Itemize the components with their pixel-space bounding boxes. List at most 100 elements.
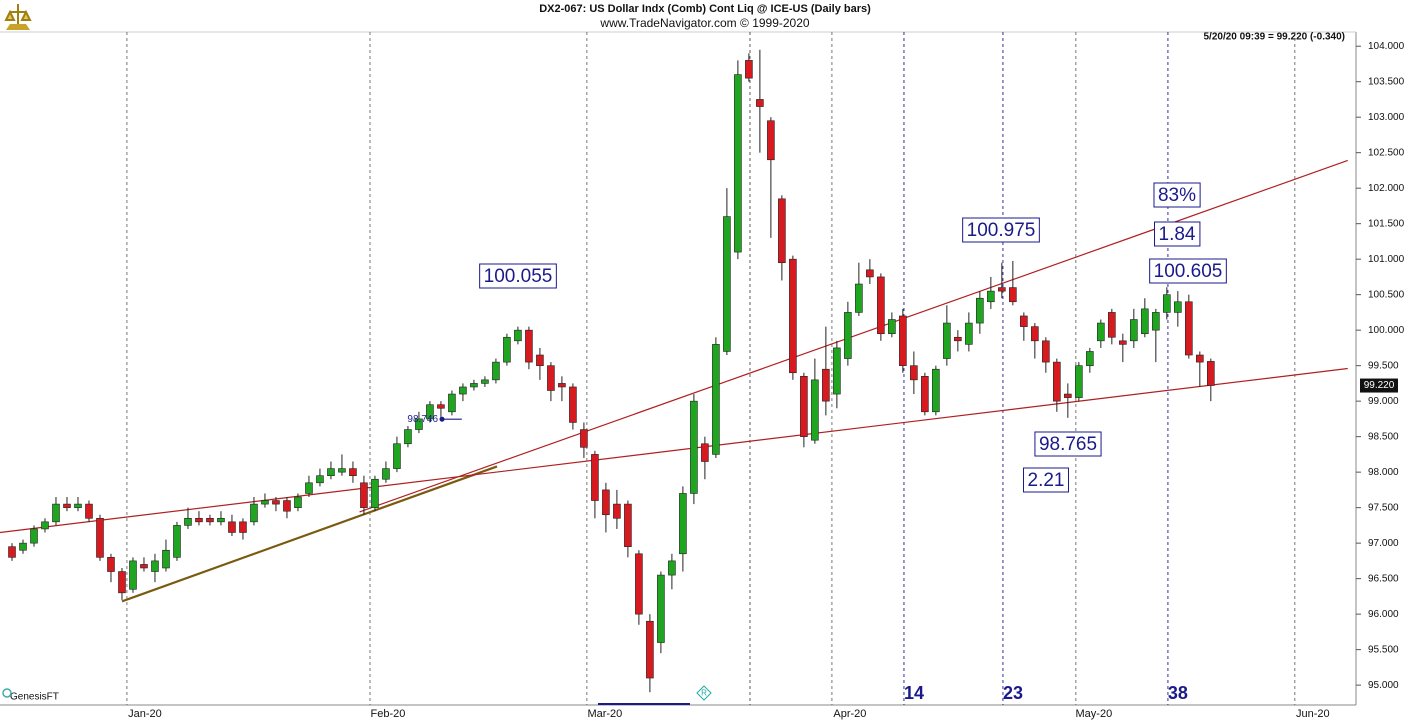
candle-body [767, 120, 775, 161]
candle-body [151, 560, 159, 572]
candle-body [668, 560, 676, 576]
y-tick-label: 104.000 [1368, 41, 1405, 52]
candle-body [52, 503, 60, 523]
candle-body [844, 312, 852, 359]
candle-body [976, 297, 984, 324]
annotation-box [1034, 431, 1102, 457]
candle-body [921, 376, 929, 413]
candle-body [954, 336, 962, 342]
candle-body [173, 525, 181, 558]
candle-body [96, 517, 104, 558]
candle-body [855, 283, 863, 313]
y-tick-label: 100.500 [1368, 289, 1405, 300]
count-label: 23 [1003, 683, 1023, 703]
candle-body [679, 493, 687, 555]
y-tick-label: 96.000 [1368, 609, 1399, 620]
candle-body [459, 386, 467, 395]
candle-body [8, 546, 16, 558]
annotation: 100.975 [962, 217, 1040, 243]
candle-body [1053, 361, 1061, 402]
candle-body [1009, 287, 1017, 303]
candle-body [206, 517, 214, 523]
count-label: 38 [1168, 683, 1188, 703]
candle-body [184, 517, 192, 526]
candle-body [118, 571, 126, 594]
status-line: 5/20/20 09:39 = 99.220 (-0.340) [1204, 32, 1346, 43]
candle-body [536, 354, 544, 366]
candle-body [1108, 312, 1116, 338]
candle-body [756, 99, 764, 107]
price-marker-label: 98.746 [407, 414, 438, 425]
candle-body [272, 500, 280, 505]
candle-body [987, 290, 995, 303]
candle-body [624, 503, 632, 547]
candle-body [41, 521, 49, 530]
candle-body [470, 383, 478, 388]
candle-body [822, 368, 830, 402]
candle-body [393, 443, 401, 469]
candle-body [701, 443, 709, 462]
candle-body [1064, 393, 1072, 398]
candle-body [503, 336, 511, 363]
candle-body [1185, 301, 1193, 356]
y-tick-label: 98.500 [1368, 431, 1399, 442]
y-tick-label: 101.500 [1368, 218, 1405, 229]
candle-body [338, 468, 346, 473]
candle-body [305, 482, 313, 494]
candle-body [1097, 322, 1105, 342]
candle-body [591, 454, 599, 501]
candle-body [525, 329, 533, 363]
candle-body [1141, 308, 1149, 335]
candle-body [1031, 326, 1039, 342]
annotation: 2.21 [1023, 467, 1069, 493]
x-tick-label: May-20 [1076, 708, 1113, 720]
annotation-text: 1.84 [1159, 224, 1196, 245]
candle-body [195, 517, 203, 523]
y-tick-label: 102.500 [1368, 147, 1405, 158]
chart-title: DX2-067: US Dollar Indx (Comb) Cont Liq … [539, 3, 871, 15]
y-tick-label: 103.500 [1368, 76, 1405, 87]
y-tick-label: 103.000 [1368, 112, 1405, 123]
price-marker-dot [439, 416, 445, 422]
candle-body [514, 329, 522, 342]
y-tick-label: 100.000 [1368, 325, 1405, 336]
candle-body [899, 315, 907, 366]
candle-body [833, 347, 841, 395]
candle-body [1163, 294, 1171, 313]
candle-body [932, 368, 940, 413]
candle-body [547, 365, 555, 391]
candle-body [426, 404, 434, 420]
candle-body [19, 542, 27, 551]
candle-body [745, 60, 753, 79]
annotation: 1.84 [1154, 221, 1201, 247]
annotation-box [1023, 467, 1069, 493]
candle-body [657, 574, 665, 643]
trend-line [121, 465, 498, 603]
candle-body [811, 379, 819, 441]
candle-body [569, 386, 577, 423]
candle-body [404, 429, 412, 445]
x-tick-label: Feb-20 [371, 708, 406, 720]
candle-body [316, 475, 324, 484]
candle-body [888, 319, 896, 335]
count-label: 14 [904, 683, 924, 703]
candle-body [800, 376, 808, 437]
y-tick-label: 95.000 [1368, 680, 1399, 691]
candle-body [613, 503, 621, 519]
chart-subtitle: www.TradeNavigator.com © 1999-2020 [599, 16, 809, 30]
candle-body [85, 503, 93, 519]
candle-body [74, 503, 82, 508]
candle-body [129, 560, 137, 590]
candle-body [140, 564, 148, 569]
svg-text:R: R [701, 689, 707, 698]
annotation-box [479, 263, 557, 289]
candle-body [382, 468, 390, 480]
candle-body [1020, 315, 1028, 327]
candle-body [1119, 340, 1127, 345]
x-tick-label: Mar-20 [587, 708, 622, 720]
candle-body [261, 500, 269, 505]
candle-body [602, 489, 610, 516]
annotation-text: 100.055 [484, 266, 553, 287]
annotation-text: 100.975 [967, 220, 1036, 241]
